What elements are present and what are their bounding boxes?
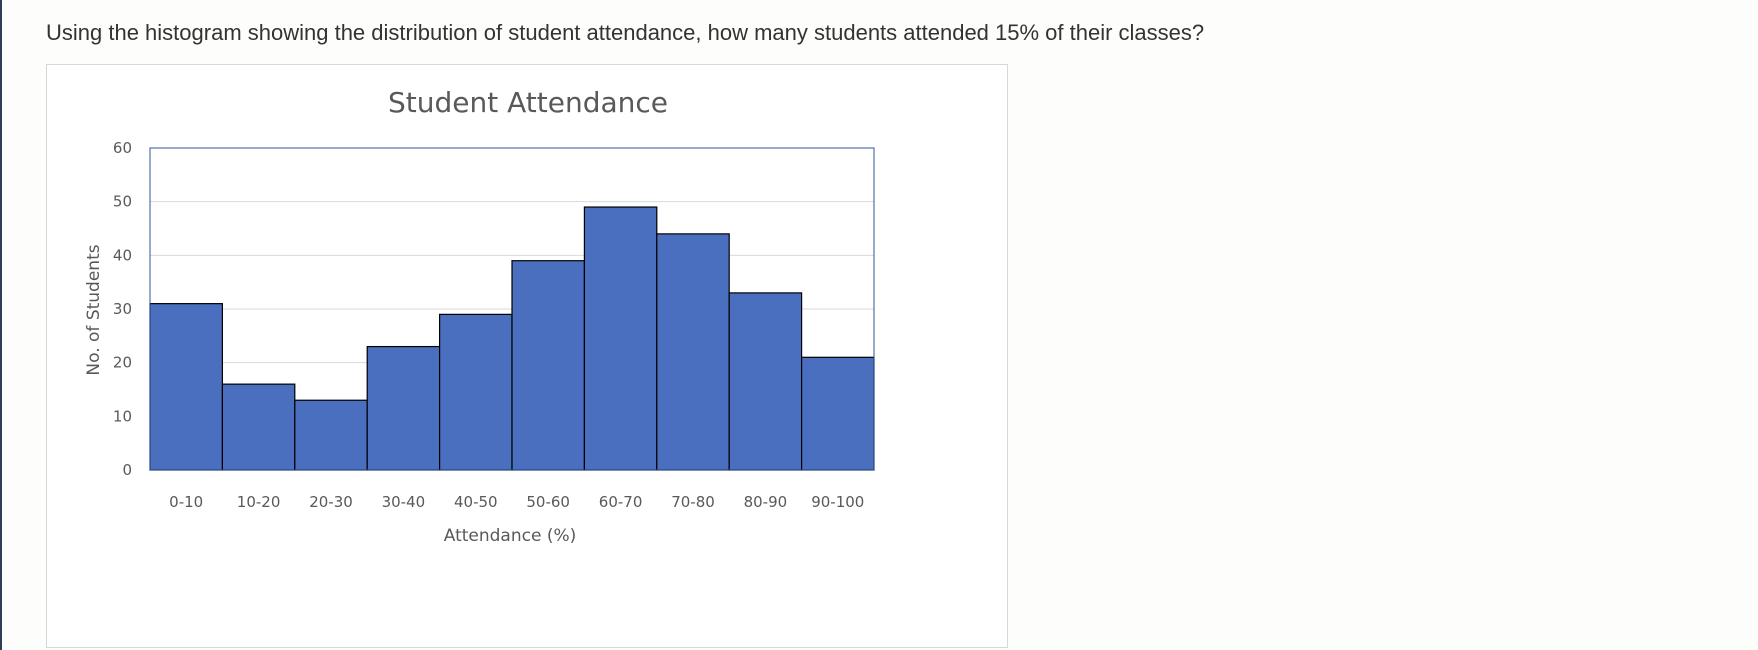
x-axis-label: Attendance (%) — [444, 526, 577, 546]
y-tick-label: 20 — [113, 354, 132, 372]
y-tick-label: 60 — [113, 139, 132, 157]
x-tick-label: 90-100 — [811, 493, 864, 511]
bar-60-70 — [583, 206, 658, 471]
x-tick-label: 30-40 — [382, 493, 426, 511]
y-axis-label: No. of Students — [84, 244, 104, 375]
x-tick-label: 10-20 — [237, 493, 281, 511]
x-tick-label: 80-90 — [744, 493, 788, 511]
bar-30-40 — [366, 345, 441, 471]
x-tick-label: 50-60 — [526, 493, 570, 511]
y-tick-label: 10 — [113, 407, 132, 425]
y-tick-label: 30 — [113, 300, 132, 318]
x-tick-label: 70-80 — [671, 493, 715, 511]
bar-70-80 — [656, 233, 730, 471]
y-axis-ticks: 0 10 20 30 40 50 60 — [113, 139, 132, 479]
x-tick-label: 40-50 — [454, 493, 498, 511]
left-border — [0, 0, 2, 650]
bar-90-100 — [800, 356, 875, 471]
chart-container: Student Attendance 0 10 20 30 40 50 60 0-10 10-… — [46, 64, 1008, 648]
bars — [149, 206, 875, 471]
x-tick-label: 60-70 — [599, 493, 643, 511]
bar-10-20 — [221, 383, 296, 471]
plot-area-border — [149, 147, 875, 471]
histogram-chart: Student Attendance 0 10 20 30 40 50 60 0-10 10-… — [84, 86, 875, 546]
bar-40-50 — [439, 313, 513, 471]
x-axis-ticks: 0-10 10-20 20-30 30-40 40-50 50-60 60-70 70-80 8… — [169, 493, 864, 511]
y-tick-label: 40 — [113, 246, 132, 264]
bar-80-90 — [728, 292, 803, 471]
x-tick-label: 20-30 — [309, 493, 353, 511]
y-tick-label: 0 — [122, 461, 132, 479]
bar-50-60 — [511, 260, 586, 471]
chart-title: Student Attendance — [388, 86, 668, 119]
bar-20-30 — [294, 399, 368, 471]
y-tick-label: 50 — [113, 193, 132, 211]
x-tick-label: 0-10 — [169, 493, 203, 511]
question-text: Using the histogram showing the distribu… — [46, 20, 1205, 45]
bar-0-10 — [149, 303, 224, 471]
